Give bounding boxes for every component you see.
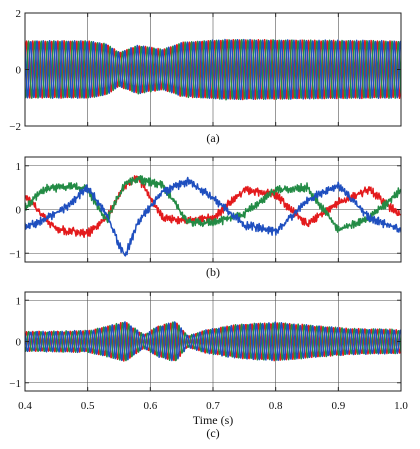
panel-b: 1 0 −1 (b) — [9, 156, 402, 279]
panel-a: 2 0 −2 (a) — [9, 8, 402, 145]
x-tick-label: 0.4 — [18, 400, 32, 412]
y-tick-label: −2 — [9, 121, 21, 133]
data-traces — [25, 38, 401, 101]
data-traces — [25, 175, 401, 257]
series-red — [25, 38, 401, 101]
y-tick-label: 0 — [16, 337, 22, 349]
x-tick-label: 0.8 — [269, 400, 283, 412]
panel-caption: (b) — [206, 265, 220, 279]
panel-caption: (c) — [206, 426, 219, 440]
data-traces — [25, 321, 401, 362]
grid-lines — [25, 157, 401, 262]
x-tick-label: 0.7 — [206, 400, 220, 412]
series-blue — [25, 176, 401, 257]
y-tick-label: −1 — [9, 378, 21, 390]
x-tick-label: 1.0 — [394, 400, 408, 412]
y-ticks: 1 0 −1 — [9, 161, 401, 260]
y-tick-label: 1 — [16, 161, 22, 173]
x-tick-label: 0.5 — [81, 400, 95, 412]
series-blue — [25, 38, 401, 101]
series-blue — [25, 321, 401, 362]
series-green — [25, 39, 401, 101]
series-green — [25, 321, 401, 362]
panel-caption: (a) — [206, 131, 219, 145]
x-tick-marks — [24, 13, 402, 126]
y-tick-label: 2 — [16, 8, 22, 20]
x-tick-label: 0.9 — [331, 400, 345, 412]
x-tick-marks — [24, 157, 402, 262]
panel-c: 1 0 −1 0.4 0.5 0.6 0.7 0.8 0.9 1.0 (c) — [9, 291, 408, 440]
y-tick-label: 0 — [16, 65, 22, 77]
x-tick-label: 0.6 — [143, 400, 157, 412]
x-axis-label: Time (s) — [193, 413, 234, 427]
y-tick-label: 1 — [16, 295, 22, 307]
y-ticks: 2 0 −2 — [9, 8, 401, 133]
series-red — [25, 322, 401, 362]
y-tick-label: −1 — [9, 248, 21, 260]
x-tick-labels: 0.4 0.5 0.6 0.7 0.8 0.9 1.0 — [18, 400, 408, 412]
y-tick-label: 0 — [16, 205, 22, 217]
y-ticks: 1 0 −1 — [9, 295, 401, 390]
x-tick-marks — [24, 292, 402, 391]
